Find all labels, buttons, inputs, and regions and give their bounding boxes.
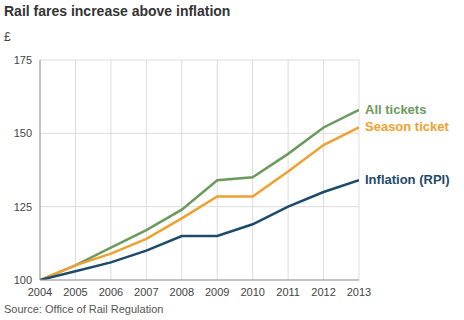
svg-text:2011: 2011 [276,286,300,298]
svg-text:2010: 2010 [240,286,264,298]
html-text:Rail fares increase above infl: Rail fares increase above inflation [4,3,231,19]
svg-text:125: 125 [14,201,32,213]
svg-text:150: 150 [14,127,32,139]
svg-text:2007: 2007 [134,286,158,298]
svg-text:2005: 2005 [63,286,87,298]
svg-text:2013: 2013 [347,286,371,298]
svg-text:Season ticket: Season ticket [365,119,449,134]
svg-text:2009: 2009 [205,286,229,298]
svg-text:2008: 2008 [170,286,194,298]
svg-text:100: 100 [14,274,32,286]
svg-text:2012: 2012 [311,286,335,298]
html-text:Source: Office of Rail Regulat: Source: Office of Rail Regulation [4,303,164,315]
svg-text:175: 175 [14,54,32,66]
svg-text:2004: 2004 [28,286,52,298]
svg-text:All tickets: All tickets [365,102,426,117]
svg-text:Inflation (RPI): Inflation (RPI) [365,172,450,187]
svg-text:2006: 2006 [99,286,123,298]
